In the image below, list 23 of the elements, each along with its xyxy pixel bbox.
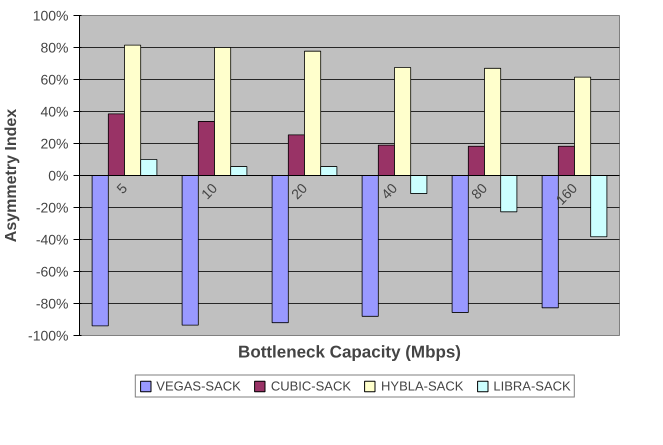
y-tick-label: 0%	[48, 168, 68, 184]
y-tick-label: -20%	[36, 200, 69, 216]
x-tick-label: 160	[552, 180, 580, 208]
y-axis-title: Asymmetry Index	[3, 108, 20, 242]
y-tick-label: 60%	[40, 72, 69, 88]
x-tick-label: 20	[288, 180, 310, 202]
x-tick-label: 40	[378, 180, 400, 202]
y-tick-label: -80%	[36, 296, 69, 312]
y-tick-label: -60%	[36, 264, 69, 280]
y-tick-label: 80%	[40, 40, 69, 56]
x-tick-label: 10	[198, 180, 220, 202]
y-tick-label: -100%	[28, 328, 68, 344]
y-tick-label: 100%	[32, 8, 69, 24]
legend-label: HYBLA-SACK	[381, 378, 464, 394]
x-axis-title: Bottleneck Capacity (Mbps)	[238, 342, 461, 362]
legend-label: VEGAS-SACK	[156, 378, 241, 394]
y-tick-label: -40%	[36, 232, 69, 248]
legend-label: CUBIC-SACK	[270, 378, 352, 394]
y-tick-label: 20%	[40, 136, 69, 152]
y-tick-label: 40%	[40, 104, 69, 120]
x-tick-label: 5	[113, 180, 130, 197]
legend-label: LIBRA-SACK	[493, 378, 571, 394]
x-tick-label: 80	[468, 180, 490, 202]
